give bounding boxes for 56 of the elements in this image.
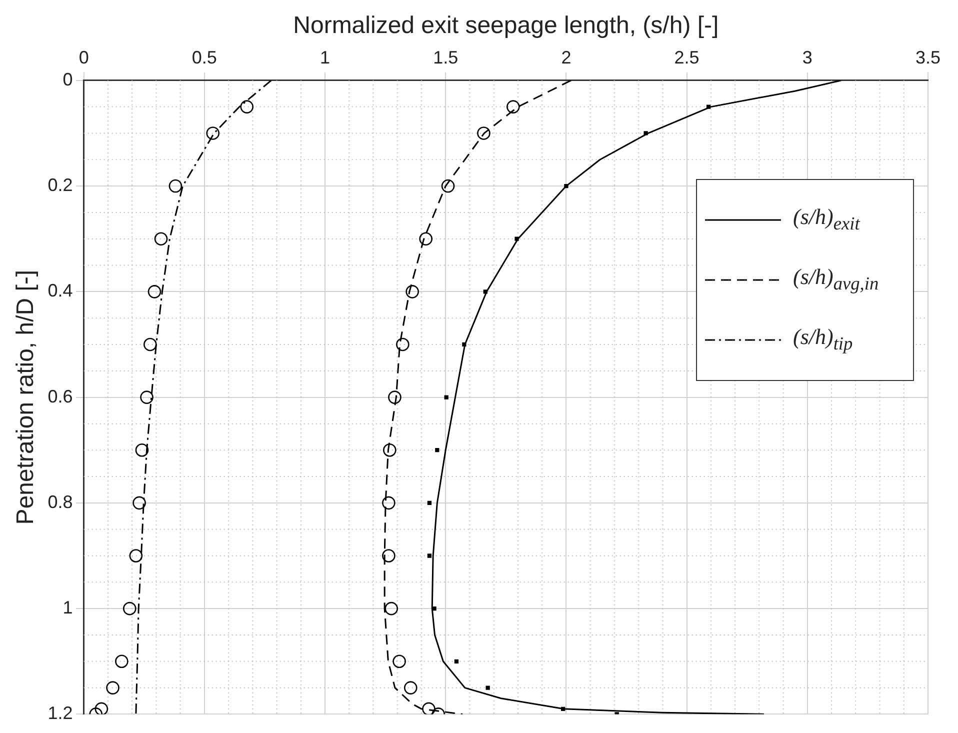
y-tick-label: 1 bbox=[62, 598, 73, 618]
x-tick-label: 1 bbox=[320, 48, 330, 68]
legend-label: (s/h)$_{tip}$ bbox=[793, 324, 853, 355]
y-tick-label: 0.2 bbox=[48, 175, 73, 195]
point bbox=[106, 681, 120, 694]
point bbox=[396, 338, 410, 352]
x-axis-title: Normalized exit seepage length, (s/h) [-] bbox=[293, 12, 719, 40]
point bbox=[168, 179, 182, 193]
point bbox=[506, 100, 520, 114]
point bbox=[444, 395, 448, 400]
point bbox=[419, 232, 432, 246]
point bbox=[477, 126, 490, 140]
y-tick-label: 0.8 bbox=[48, 492, 73, 512]
x-tick-label: 2.5 bbox=[674, 48, 700, 68]
point bbox=[427, 554, 432, 558]
point bbox=[140, 390, 154, 404]
x-tick-label: 3 bbox=[802, 48, 812, 68]
point bbox=[240, 100, 254, 114]
x-tick-label: 0 bbox=[78, 48, 89, 68]
point bbox=[206, 126, 220, 140]
point bbox=[383, 443, 396, 457]
x-tick-label: 2 bbox=[561, 48, 572, 68]
point bbox=[132, 496, 146, 510]
point bbox=[384, 602, 398, 616]
point bbox=[644, 131, 648, 136]
point bbox=[441, 179, 455, 193]
legend-label: (s/h)$_{exit}$ bbox=[793, 204, 860, 235]
point bbox=[382, 496, 396, 510]
point bbox=[404, 681, 418, 694]
point bbox=[144, 338, 157, 352]
x-tick-label: 3.5 bbox=[915, 48, 941, 68]
point bbox=[435, 448, 440, 452]
point bbox=[94, 702, 108, 714]
y-tick-label: 1.2 bbox=[48, 703, 73, 724]
y-axis-title: Penetration ratio, h/D [-] bbox=[12, 270, 40, 525]
point bbox=[123, 602, 136, 616]
point bbox=[392, 654, 406, 668]
point bbox=[486, 686, 490, 690]
x-tick-label: 1.5 bbox=[433, 48, 458, 68]
point bbox=[382, 549, 396, 562]
point bbox=[115, 654, 128, 668]
legend-label: (s/h)$_{avg,in}$ bbox=[793, 264, 879, 295]
point bbox=[148, 285, 162, 298]
point bbox=[135, 443, 149, 457]
point bbox=[129, 549, 143, 562]
point bbox=[427, 500, 432, 505]
point bbox=[454, 659, 459, 664]
point bbox=[432, 606, 436, 611]
x-tick-label: 0.5 bbox=[192, 48, 217, 68]
y-tick-label: 0.4 bbox=[48, 280, 73, 301]
point bbox=[422, 702, 436, 714]
y-tick-label: 0.6 bbox=[48, 386, 73, 406]
point bbox=[406, 285, 419, 298]
point bbox=[154, 232, 168, 246]
point bbox=[388, 390, 402, 404]
y-tick-label: 0 bbox=[62, 69, 73, 90]
